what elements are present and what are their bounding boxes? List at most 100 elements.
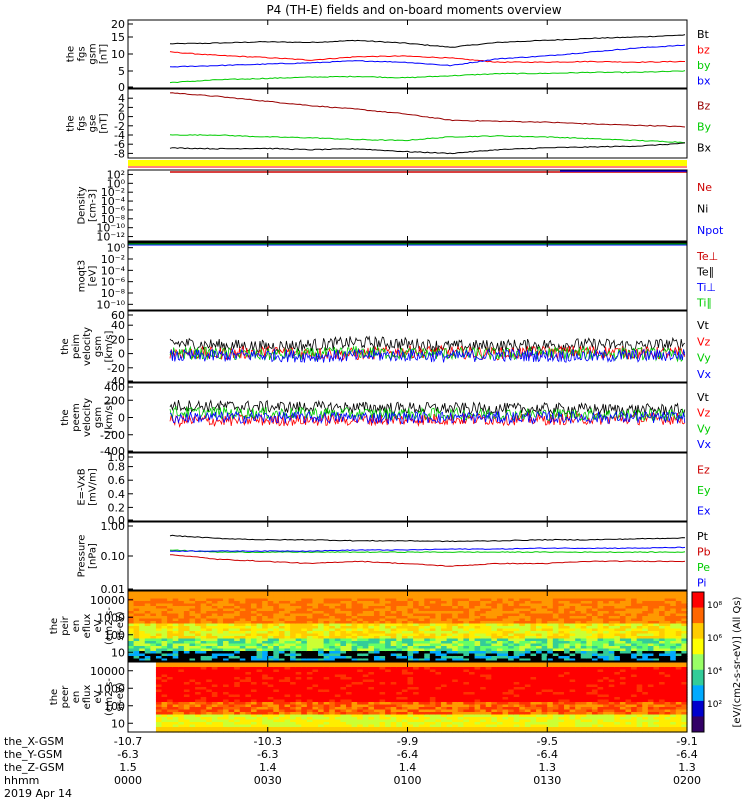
heatmap-cell bbox=[664, 646, 671, 650]
heatmap-cell bbox=[150, 621, 157, 625]
heatmap-cell bbox=[239, 646, 246, 650]
heatmap-cell bbox=[424, 719, 431, 723]
heatmap-cell bbox=[502, 679, 509, 683]
heatmap-cell bbox=[575, 608, 582, 612]
heatmap-cell bbox=[150, 672, 157, 676]
heatmap-cell bbox=[480, 689, 487, 693]
heatmap-cell bbox=[558, 633, 565, 637]
heatmap-cell bbox=[150, 603, 157, 607]
heatmap-cell bbox=[351, 601, 358, 605]
y-tick-label: 0.10 bbox=[101, 550, 126, 563]
heatmap-cell bbox=[457, 727, 464, 731]
heatmap-cell bbox=[368, 694, 375, 698]
heatmap-cell bbox=[139, 633, 146, 637]
heatmap-cell bbox=[340, 704, 347, 708]
heatmap-cell bbox=[491, 656, 498, 660]
heatmap-cell bbox=[591, 658, 599, 662]
heatmap-cell bbox=[256, 689, 263, 693]
heatmap-cell bbox=[290, 608, 297, 612]
heatmap-cell bbox=[334, 724, 342, 728]
heatmap-cell bbox=[306, 626, 314, 630]
heatmap-cell bbox=[312, 674, 319, 678]
heatmap-cell bbox=[217, 687, 224, 691]
heatmap-cell bbox=[223, 618, 230, 622]
heatmap-cell bbox=[172, 704, 179, 708]
heatmap-cell bbox=[290, 714, 297, 718]
heatmap-cell bbox=[161, 593, 168, 597]
heatmap-cell bbox=[172, 593, 179, 597]
heatmap-cell bbox=[245, 641, 252, 645]
heatmap-cell bbox=[429, 714, 437, 718]
heatmap-cell bbox=[245, 653, 252, 657]
heatmap-cell bbox=[189, 694, 196, 698]
heatmap-cell bbox=[318, 697, 325, 701]
heatmap-cell bbox=[139, 692, 146, 696]
heatmap-cell bbox=[139, 608, 146, 612]
heatmap-cell bbox=[474, 621, 481, 625]
heatmap-cell bbox=[228, 636, 235, 640]
heatmap-cell bbox=[357, 677, 364, 681]
heatmap-cell bbox=[206, 656, 213, 660]
heatmap-cell bbox=[306, 729, 314, 733]
heatmap-cell bbox=[211, 613, 219, 617]
heatmap-cell bbox=[334, 638, 342, 642]
heatmap-cell bbox=[619, 641, 627, 645]
heatmap-cell bbox=[653, 646, 660, 650]
heatmap-cell bbox=[631, 603, 638, 607]
heatmap-cell bbox=[267, 722, 274, 726]
heatmap-cell bbox=[312, 727, 319, 731]
heatmap-cell bbox=[418, 658, 425, 662]
heatmap-cell bbox=[217, 623, 224, 627]
heatmap-cell bbox=[496, 677, 504, 681]
heatmap-cell bbox=[362, 674, 369, 678]
heatmap-cell bbox=[407, 603, 414, 607]
heatmap-cell bbox=[413, 616, 420, 620]
heatmap-cell bbox=[346, 672, 353, 676]
heatmap-cell bbox=[385, 684, 392, 688]
heatmap-cell bbox=[234, 613, 241, 617]
heatmap-cell bbox=[385, 729, 392, 733]
heatmap-cell bbox=[351, 608, 358, 612]
heatmap-cell bbox=[172, 724, 179, 728]
heatmap-cell bbox=[183, 628, 191, 632]
heatmap-cell bbox=[625, 618, 632, 622]
heatmap-cell bbox=[368, 621, 375, 625]
heatmap-cell bbox=[195, 613, 202, 617]
heatmap-cell bbox=[167, 621, 174, 625]
heatmap-cell bbox=[133, 658, 140, 662]
heatmap-cell bbox=[446, 658, 453, 662]
heatmap-cell bbox=[401, 613, 409, 617]
heatmap-cell bbox=[211, 662, 219, 666]
heatmap-cell bbox=[351, 664, 358, 668]
heatmap-cell bbox=[133, 613, 140, 617]
heatmap-cell bbox=[362, 719, 369, 723]
heatmap-cell bbox=[312, 717, 319, 721]
heatmap-cell bbox=[206, 613, 213, 617]
heatmap-cell bbox=[290, 641, 297, 645]
heatmap-cell bbox=[670, 596, 677, 600]
heatmap-cell bbox=[195, 707, 202, 711]
heatmap-cell bbox=[524, 628, 532, 632]
heatmap-cell bbox=[407, 662, 414, 666]
heatmap-cell bbox=[441, 674, 448, 678]
heatmap-cell bbox=[139, 669, 146, 673]
heatmap-cell bbox=[357, 724, 364, 728]
heatmap-cell bbox=[256, 719, 263, 723]
heatmap-cell bbox=[664, 603, 671, 607]
heatmap-cell bbox=[234, 618, 241, 622]
heatmap-cell bbox=[424, 692, 431, 696]
heatmap-cell bbox=[189, 623, 196, 627]
heatmap-cell bbox=[591, 601, 599, 605]
heatmap-cell bbox=[385, 626, 392, 630]
heatmap-cell bbox=[407, 727, 414, 731]
heatmap-cell bbox=[597, 596, 604, 600]
heatmap-cell bbox=[144, 704, 151, 708]
heatmap-cell bbox=[530, 631, 537, 635]
heatmap-cell bbox=[675, 596, 683, 600]
heatmap-cell bbox=[312, 608, 319, 612]
heatmap-cell bbox=[446, 704, 453, 708]
heatmap-cell bbox=[446, 636, 453, 640]
heatmap-cell bbox=[206, 707, 213, 711]
heatmap-cell bbox=[524, 648, 532, 652]
heatmap-cell bbox=[306, 692, 314, 696]
